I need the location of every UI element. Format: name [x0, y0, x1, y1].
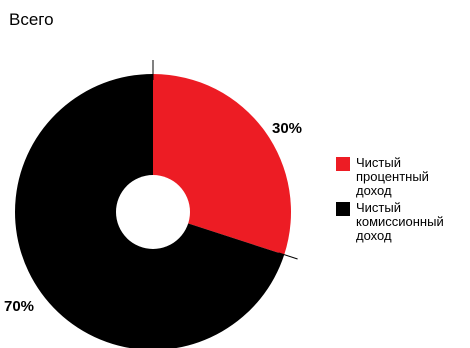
donut-hole	[116, 175, 190, 249]
legend-swatch-1	[336, 202, 350, 216]
legend: Чистый процентный доход Чистый комиссион…	[336, 156, 470, 246]
data-label-1: 70%	[4, 298, 34, 315]
legend-item: Чистый процентный доход	[336, 156, 470, 198]
data-label-0: 30%	[272, 120, 302, 137]
legend-item: Чистый комиссионный доход	[336, 201, 470, 243]
separator-line-1	[278, 252, 298, 260]
chart-title: Всего	[9, 10, 54, 29]
legend-label-1: Чистый комиссионный доход	[356, 200, 444, 243]
legend-label-0: Чистый процентный доход	[356, 155, 429, 198]
data-labels: 30% 70%	[4, 120, 302, 315]
separator-lines	[152, 60, 298, 260]
legend-swatch-0	[336, 157, 350, 171]
